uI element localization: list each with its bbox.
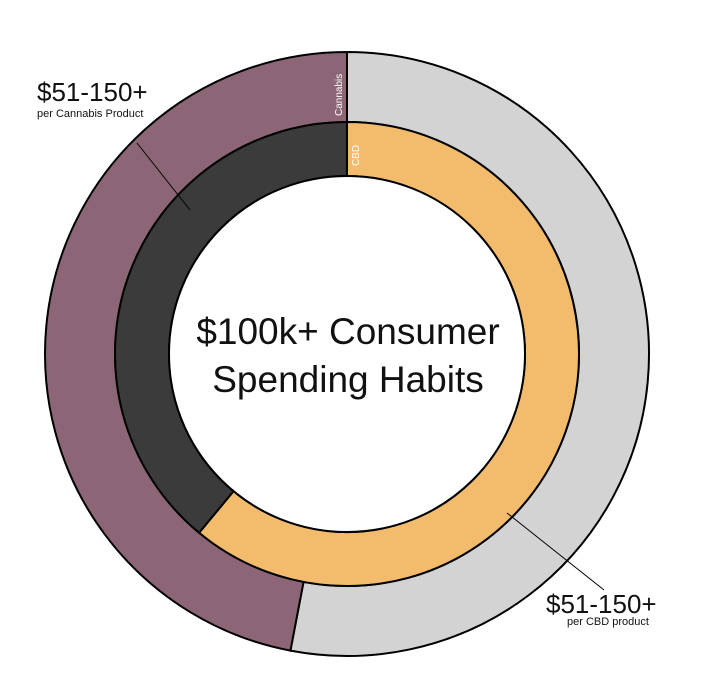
cbd-callout-leader: [506, 512, 605, 591]
cbd-callout-value: $51-150+: [546, 589, 657, 619]
cannabis-ring-label: Cannabis: [334, 74, 345, 116]
cannabis-callout-value: $51-150+: [37, 77, 148, 107]
cbd-ring-label: CBD: [351, 145, 362, 166]
slices-layer: [43, 50, 650, 657]
center-title-line-2: Spending Habits: [212, 359, 484, 400]
cannabis-callout-sub: per Cannabis Product: [37, 108, 143, 120]
donut-hole: [168, 175, 526, 533]
cannabis-callout-leader: [136, 142, 191, 211]
annotations-layer: Cannabis CBD $51-150+ per Cannabis Produ…: [37, 74, 657, 628]
cbd-callout-sub: per CBD product: [567, 616, 649, 628]
center-title-line-1: $100k+ Consumer: [196, 311, 499, 352]
